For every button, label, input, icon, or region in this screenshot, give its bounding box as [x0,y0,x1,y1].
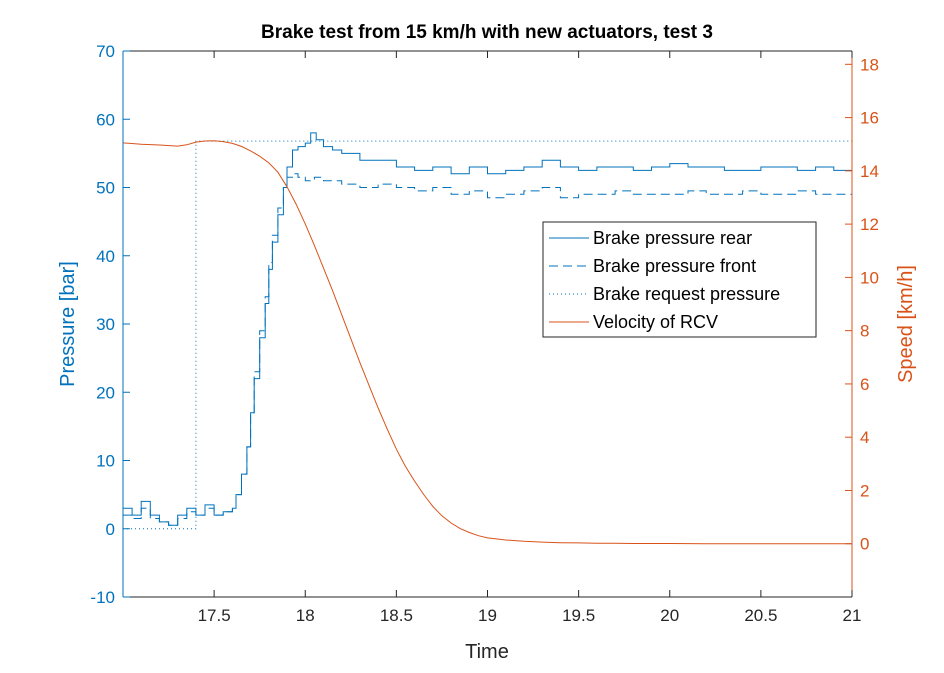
right-tick-label: 4 [860,428,869,447]
right-tick-label: 6 [860,375,869,394]
legend-box [542,221,817,338]
legend-entry-velocity: Velocity of RCV [593,312,718,332]
left-tick-label: -10 [90,588,115,607]
series-velocity [122,140,852,545]
left-tick-label: 30 [96,315,115,334]
chart-title: Brake test from 15 km/h with new actuato… [261,22,713,43]
x-tick-label: 19.5 [562,606,595,625]
right-tick-label: 14 [860,162,879,181]
left-tick-label: 50 [96,179,115,198]
series-brake-request-pressure [123,140,852,530]
left-tick-label: 60 [96,110,115,129]
series-layer [122,132,853,545]
left-tick-label: 20 [96,383,115,402]
left-axis-label: Pressure [bar] [57,261,79,387]
x-tick-label: 21 [843,606,862,625]
right-tick-label: 8 [860,322,869,341]
legend-entry-rear: Brake pressure rear [593,228,752,248]
series-brake-pressure-rear [123,132,853,526]
legend-entry-front: Brake pressure front [593,256,756,276]
left-tick-label: 70 [96,42,115,61]
right-tick-label: 2 [860,481,869,500]
right-tick-label: 0 [860,535,869,554]
right-axis-label: Speed [km/h] [895,265,917,383]
x-axis-label: Time [465,641,509,663]
x-tick-label: 18.5 [380,606,413,625]
legend-entry-request: Brake request pressure [593,284,780,304]
right-tick-label: 10 [860,268,879,287]
x-tick-label: 20 [660,606,679,625]
right-tick-label: 18 [860,55,879,74]
x-tick-label: 18 [296,606,315,625]
right-tick-label: 16 [860,109,879,128]
left-tick-label: 10 [96,452,115,471]
x-tick-label: 19 [478,606,497,625]
legend: Brake pressure rear Brake pressure front… [542,221,817,338]
x-tick-label: 17.5 [198,606,231,625]
tick-layer: 17.5 18 18.5 19 19.5 20 20.5 21-100102030405060… [90,42,879,625]
x-tick-label: 20.5 [744,606,777,625]
left-tick-label: 0 [106,520,115,539]
left-tick-label: 40 [96,247,115,266]
right-tick-label: 12 [860,215,879,234]
